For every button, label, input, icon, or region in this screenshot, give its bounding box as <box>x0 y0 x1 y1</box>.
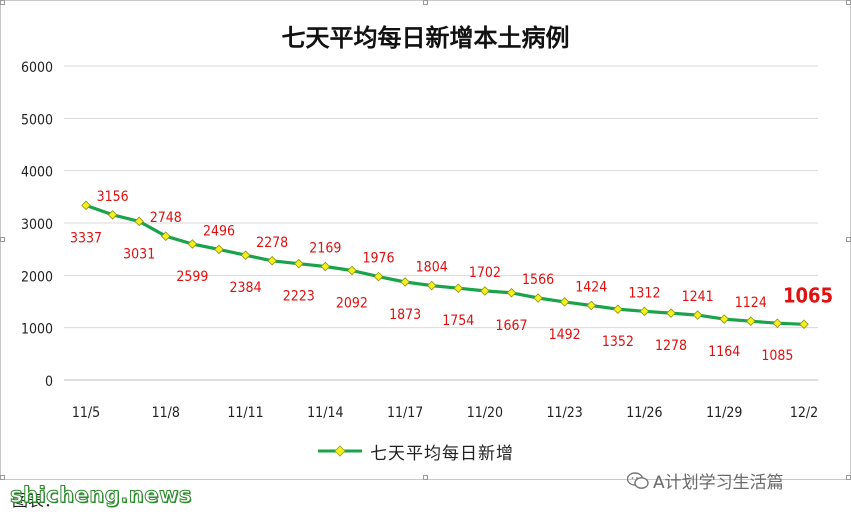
data-point-marker <box>240 250 251 261</box>
frame-handle-top-center[interactable] <box>423 0 428 5</box>
wechat-account-name: A计划学习生活篇 <box>653 473 784 493</box>
data-point-marker <box>746 316 756 326</box>
line-chart: 0 1000 2000 3000 4000 5000 6000 11/5 11/8 11/11 11… <box>21 60 833 421</box>
data-point-marker <box>772 318 783 328</box>
data-label: 1492 <box>549 327 581 343</box>
data-point-marker <box>506 287 517 298</box>
x-tick-label: 11/14 <box>307 405 343 421</box>
data-label: 3337 <box>70 230 102 246</box>
data-label: 1667 <box>495 318 527 334</box>
data-label: 2496 <box>203 223 235 239</box>
data-label: 1124 <box>735 295 767 311</box>
data-point-marker <box>692 310 703 320</box>
data-point-marker <box>107 210 118 220</box>
data-label: 1164 <box>708 344 740 360</box>
data-point-marker <box>480 286 490 296</box>
data-label: 2092 <box>336 296 368 312</box>
data-point-marker <box>373 271 384 282</box>
x-tick-label: 11/26 <box>626 405 662 421</box>
data-point-marker <box>347 265 357 276</box>
x-tick-label: 11/17 <box>387 405 423 421</box>
y-tick-label: 2000 <box>21 269 53 285</box>
data-point-marker <box>666 308 676 318</box>
y-tick-label: 6000 <box>21 60 53 76</box>
y-tick-label: 1000 <box>21 322 53 338</box>
y-tick-label: 5000 <box>21 112 53 128</box>
x-tick-label: 12/2 <box>790 405 818 421</box>
data-label: 1702 <box>469 265 501 281</box>
data-label: 3156 <box>97 189 129 205</box>
data-point-marker <box>161 231 171 241</box>
data-label: 1804 <box>416 260 448 276</box>
wechat-icon <box>627 471 649 489</box>
data-label: 2278 <box>256 235 288 251</box>
series-line <box>84 203 806 326</box>
y-tick-label: 4000 <box>21 165 53 181</box>
data-label: 2599 <box>176 269 208 285</box>
data-point-marker <box>533 293 543 303</box>
data-label: 2748 <box>150 210 182 226</box>
x-tick-label: 11/5 <box>72 405 100 421</box>
data-point-marker <box>320 261 331 272</box>
data-label: 1754 <box>442 313 474 329</box>
data-point-marker <box>586 300 597 311</box>
data-point-marker <box>187 239 198 249</box>
x-tick-label: 11/29 <box>706 405 742 421</box>
chart-frame <box>0 0 851 480</box>
data-point-marker <box>719 314 729 324</box>
data-point-marker <box>559 297 570 307</box>
frame-handle-bottom-left[interactable] <box>0 475 5 480</box>
x-tick-label: 11/23 <box>547 405 583 421</box>
data-point-marker <box>293 258 304 269</box>
x-tick-label: 11/11 <box>227 405 263 421</box>
data-point-marker <box>81 200 91 211</box>
data-point-marker <box>613 304 623 315</box>
data-label: 2223 <box>283 289 315 305</box>
data-label: 2384 <box>230 280 262 296</box>
data-label: 1352 <box>602 334 634 350</box>
x-tick-label: 11/20 <box>467 405 503 421</box>
data-point-marker <box>214 244 224 255</box>
data-point-marker <box>267 256 277 266</box>
data-label: 1976 <box>362 251 394 267</box>
data-label: 1312 <box>628 285 660 301</box>
frame-handle-top-left[interactable] <box>0 0 5 5</box>
data-point-marker <box>639 306 650 317</box>
data-point-marker <box>453 283 464 293</box>
frame-handle-mid-left[interactable] <box>0 237 5 242</box>
data-label: 3031 <box>123 246 155 262</box>
y-tick-label: 3000 <box>21 217 53 233</box>
data-label-highlight: 1065 <box>783 283 833 307</box>
footer-site-logo: shicheng.news <box>10 483 192 508</box>
data-point-marker <box>400 277 410 287</box>
wechat-watermark: A计划学习生活篇 <box>627 468 784 493</box>
frame-handle-bottom-center[interactable] <box>423 475 428 480</box>
legend-swatch-icon <box>318 445 362 457</box>
footer-source-label: 图表： <box>12 491 61 510</box>
data-label: 1278 <box>655 338 687 354</box>
data-label: 1424 <box>575 279 607 295</box>
chart-legend: 七天平均每日新增 <box>318 440 514 464</box>
data-label: 2169 <box>309 240 341 256</box>
data-label: 1566 <box>522 272 554 288</box>
data-point-marker <box>799 319 809 330</box>
data-point-marker <box>426 280 437 291</box>
data-point-marker <box>134 216 144 227</box>
x-tick-label: 11/8 <box>152 405 180 421</box>
y-tick-label: 0 <box>45 374 53 390</box>
chart-title: 七天平均每日新增本土病例 <box>281 24 570 52</box>
legend-label: 七天平均每日新增 <box>370 443 514 464</box>
data-label: 1241 <box>682 289 714 305</box>
data-label: 1873 <box>389 307 421 323</box>
data-label: 1085 <box>761 348 793 364</box>
